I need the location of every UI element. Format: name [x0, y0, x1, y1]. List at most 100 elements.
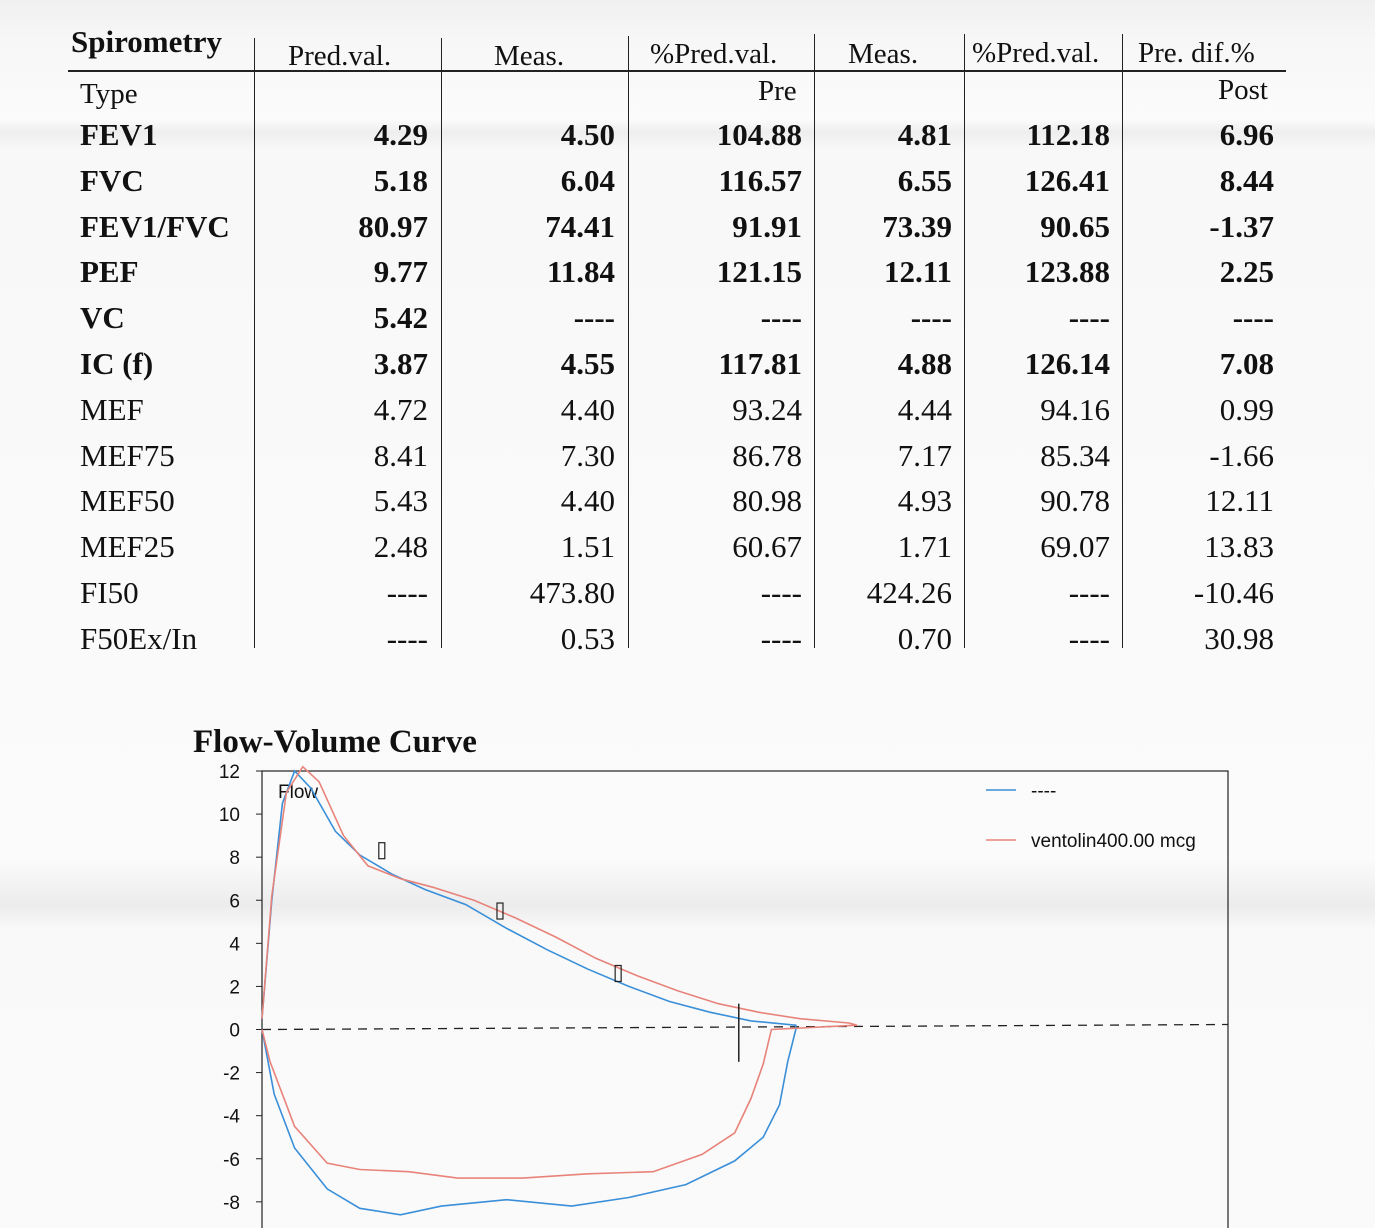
- cell-meas-pre: 74.41: [545, 208, 615, 244]
- cell-pred-val: 4.29: [373, 117, 428, 152]
- subheader-post: Post: [1218, 74, 1268, 106]
- chart-title: Flow-Volume Curve: [193, 724, 477, 760]
- header-meas-post: Meas.: [848, 38, 919, 70]
- cell-meas-pre: 4.55: [560, 346, 615, 381]
- cell-pred-val: 4.72: [373, 391, 428, 427]
- cell-pre-dif: -1.37: [1209, 208, 1274, 244]
- row-label: MEF: [80, 391, 144, 427]
- cell-meas-pre: 473.80: [529, 575, 615, 610]
- y-tick-label: 6: [229, 891, 240, 912]
- header-pred-val: Pred.val.: [288, 40, 392, 72]
- cell-pre-dif: 13.83: [1204, 529, 1274, 565]
- cell-pct-pred-pre: ----: [760, 620, 802, 656]
- row-label: FI50: [80, 575, 139, 610]
- row-label: FVC: [80, 162, 144, 198]
- cell-pct-pred-pre: 116.57: [718, 162, 802, 198]
- cell-pred-val: 2.48: [373, 529, 428, 565]
- cell-pct-pred-post: 126.14: [1024, 346, 1110, 381]
- cell-meas-post: 1.71: [897, 529, 952, 565]
- row-label: FEV1: [80, 117, 158, 152]
- cell-pct-pred-post: 69.07: [1040, 529, 1110, 565]
- y-tick-label: 2: [229, 977, 240, 998]
- cell-meas-post: 0.70: [897, 620, 952, 656]
- cell-meas-pre: 4.40: [560, 483, 615, 519]
- cell-meas-post: 424.26: [866, 575, 952, 610]
- cell-pct-pred-pre: ----: [760, 300, 802, 336]
- subheader-type: Type: [80, 78, 138, 110]
- cell-pre-dif: -1.66: [1209, 437, 1274, 473]
- volume-marker: [496, 902, 504, 920]
- row-label: PEF: [80, 254, 139, 290]
- column-rule: [628, 36, 629, 648]
- cell-pct-pred-post: 112.18: [1026, 117, 1110, 152]
- row-label: FEV1/FVC: [80, 208, 230, 244]
- row-label: F50Ex/In: [80, 620, 198, 656]
- cell-pct-pred-pre: 121.15: [716, 254, 802, 290]
- cell-pred-val: 80.97: [358, 208, 428, 244]
- cell-meas-post: 4.44: [897, 391, 952, 427]
- cell-pred-val: ----: [386, 575, 428, 610]
- column-rule: [814, 34, 815, 648]
- y-tick-label: 4: [229, 934, 240, 955]
- cell-pct-pred-post: ----: [1068, 300, 1110, 336]
- header-pre-dif: Pre. dif.%: [1138, 37, 1255, 69]
- y-tick-label: 10: [219, 805, 240, 826]
- cell-meas-pre: 7.30: [560, 437, 615, 473]
- series-line-post: [261, 765, 858, 1179]
- cell-pred-val: 9.77: [373, 254, 428, 290]
- y-tick-label: 12: [219, 762, 240, 783]
- cell-meas-post: ----: [910, 300, 952, 336]
- subheader-pre: Pre: [758, 75, 797, 107]
- cell-pred-val: 3.87: [373, 346, 428, 381]
- cell-pre-dif: 12.11: [1205, 483, 1274, 519]
- cell-pct-pred-post: 126.41: [1024, 162, 1110, 198]
- cell-pct-pred-post: 90.65: [1040, 208, 1110, 244]
- cell-pre-dif: 7.08: [1219, 346, 1274, 381]
- column-rule: [1122, 34, 1123, 648]
- cell-pct-pred-post: 94.16: [1040, 391, 1110, 427]
- column-rule: [254, 38, 255, 648]
- cell-pre-dif: 0.99: [1219, 391, 1274, 427]
- cell-pct-pred-post: ----: [1068, 620, 1110, 656]
- cell-meas-post: 12.11: [883, 254, 952, 290]
- cell-pct-pred-pre: 86.78: [732, 437, 802, 473]
- cell-meas-pre: 4.50: [560, 117, 615, 152]
- cell-meas-pre: 4.40: [560, 391, 615, 427]
- cell-pct-pred-pre: 80.98: [732, 483, 802, 519]
- header-meas-pre: Meas.: [494, 40, 565, 72]
- header-pct-pred-pre: %Pred.val.: [650, 38, 778, 70]
- y-tick-label: -8: [223, 1193, 240, 1214]
- cell-meas-pre: 6.04: [560, 162, 615, 198]
- y-tick-label: -2: [223, 1064, 240, 1085]
- row-label: MEF50: [80, 483, 175, 519]
- cell-pred-val: 5.42: [373, 300, 428, 336]
- cell-pred-val: 5.43: [373, 483, 428, 519]
- cell-pct-pred-pre: 60.67: [732, 529, 802, 565]
- y-tick-label: -6: [223, 1150, 240, 1171]
- cell-pre-dif: 30.98: [1204, 620, 1274, 656]
- volume-marker: [614, 964, 622, 983]
- cell-pct-pred-post: 90.78: [1040, 483, 1110, 519]
- cell-pct-pred-post: ----: [1068, 575, 1110, 610]
- series-line-pre: [261, 769, 797, 1216]
- zero-baseline: [261, 1023, 1229, 1031]
- section-title: Spirometry: [71, 24, 222, 59]
- column-rule: [441, 38, 442, 648]
- cell-meas-pre: 11.84: [546, 254, 615, 290]
- row-label: VC: [80, 300, 125, 336]
- cell-pct-pred-pre: 117.81: [718, 346, 802, 381]
- cell-pre-dif: 6.96: [1219, 117, 1274, 152]
- cell-pct-pred-pre: ----: [760, 575, 802, 610]
- legend-label: ----: [1031, 781, 1056, 802]
- row-label: MEF25: [80, 529, 175, 565]
- cell-meas-pre: ----: [573, 300, 615, 336]
- column-rule: [964, 34, 965, 648]
- row-label: IC (f): [80, 346, 154, 381]
- cell-pre-dif: ----: [1232, 300, 1274, 336]
- y-tick-label: 8: [229, 848, 240, 869]
- cell-meas-pre: 1.51: [560, 529, 615, 565]
- cell-pct-pred-post: 85.34: [1040, 437, 1110, 473]
- header-pct-pred-post: %Pred.val.: [972, 37, 1100, 69]
